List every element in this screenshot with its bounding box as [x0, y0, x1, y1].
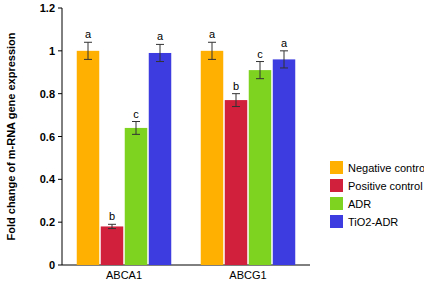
error-cap [232, 106, 240, 107]
y-tick-label: 1.2 [40, 2, 55, 14]
legend-label: ADR [348, 198, 371, 210]
error-cap [208, 59, 216, 60]
significance-letter: b [233, 80, 239, 92]
legend-label: Negative control [348, 162, 424, 174]
error-stem [212, 42, 213, 59]
error-cap [156, 61, 164, 62]
bar [149, 53, 172, 265]
error-cap [280, 50, 288, 51]
error-cap [256, 61, 264, 62]
y-tick [58, 50, 62, 51]
error-stem [236, 94, 237, 107]
chart: 0 0.2 0.4 0.6 0.8 1 1.2 Fold change of m-RNA ge… [0, 0, 424, 284]
error-stem [160, 44, 161, 61]
y-tick-label: 0.2 [40, 216, 55, 228]
significance-letter: a [209, 28, 216, 40]
significance-letter: a [85, 28, 92, 40]
bar [225, 100, 248, 265]
error-bar [280, 51, 288, 68]
y-tick [58, 136, 62, 137]
error-bar [256, 62, 264, 79]
error-stem [112, 224, 113, 228]
legend-swatch [330, 197, 343, 210]
y-tick-label: 0 [49, 259, 55, 271]
x-tick-label: ABCA1 [106, 269, 142, 281]
error-cap [232, 93, 240, 94]
error-stem [260, 62, 261, 79]
significance-letter: b [109, 210, 115, 222]
error-cap [108, 228, 116, 229]
y-axis-label: Fold change of m-RNA gene expression [5, 32, 17, 240]
significance-letter: c [133, 108, 139, 120]
y-tick-label: 0.8 [40, 88, 55, 100]
y-tick-label: 1 [49, 45, 55, 57]
legend-label: Positive control [348, 180, 423, 192]
error-cap [256, 78, 264, 79]
bar [125, 128, 148, 265]
error-bar [232, 94, 240, 107]
bar [201, 51, 224, 265]
error-cap [208, 42, 216, 43]
bar [249, 70, 272, 265]
y-tick [58, 222, 62, 223]
bar [77, 51, 100, 265]
y-tick-label: 0.6 [40, 131, 55, 143]
legend-swatch [330, 215, 343, 228]
error-cap [132, 134, 140, 135]
error-bar [108, 224, 116, 228]
error-bar [208, 42, 216, 59]
annotations: a b c a a b c a [85, 28, 288, 222]
significance-letter: c [257, 48, 263, 60]
bar [273, 59, 296, 265]
y-tick [58, 179, 62, 180]
error-cap [84, 59, 92, 60]
error-bar [156, 44, 164, 61]
x-tick-label: ABCG1 [229, 269, 266, 281]
error-stem [136, 122, 137, 135]
bar [101, 226, 124, 265]
y-tick [58, 265, 62, 266]
y-tick [58, 93, 62, 94]
legend-swatch [330, 161, 343, 174]
y-tick [58, 8, 62, 9]
error-bar [132, 122, 140, 135]
legend: Negative control Positive control ADR TiO2-… [330, 161, 424, 228]
legend-swatch [330, 179, 343, 192]
error-cap [280, 67, 288, 68]
error-stem [88, 42, 89, 59]
error-cap [156, 44, 164, 45]
error-stem [284, 51, 285, 68]
significance-letter: a [281, 37, 288, 49]
error-bar [84, 42, 92, 59]
error-cap [108, 224, 116, 225]
bars [77, 42, 296, 265]
legend-label: TiO2-ADR [348, 216, 398, 228]
significance-letter: a [157, 30, 164, 42]
y-tick-label: 0.4 [40, 173, 56, 185]
error-cap [132, 121, 140, 122]
error-cap [84, 42, 92, 43]
y-axis [62, 8, 63, 265]
